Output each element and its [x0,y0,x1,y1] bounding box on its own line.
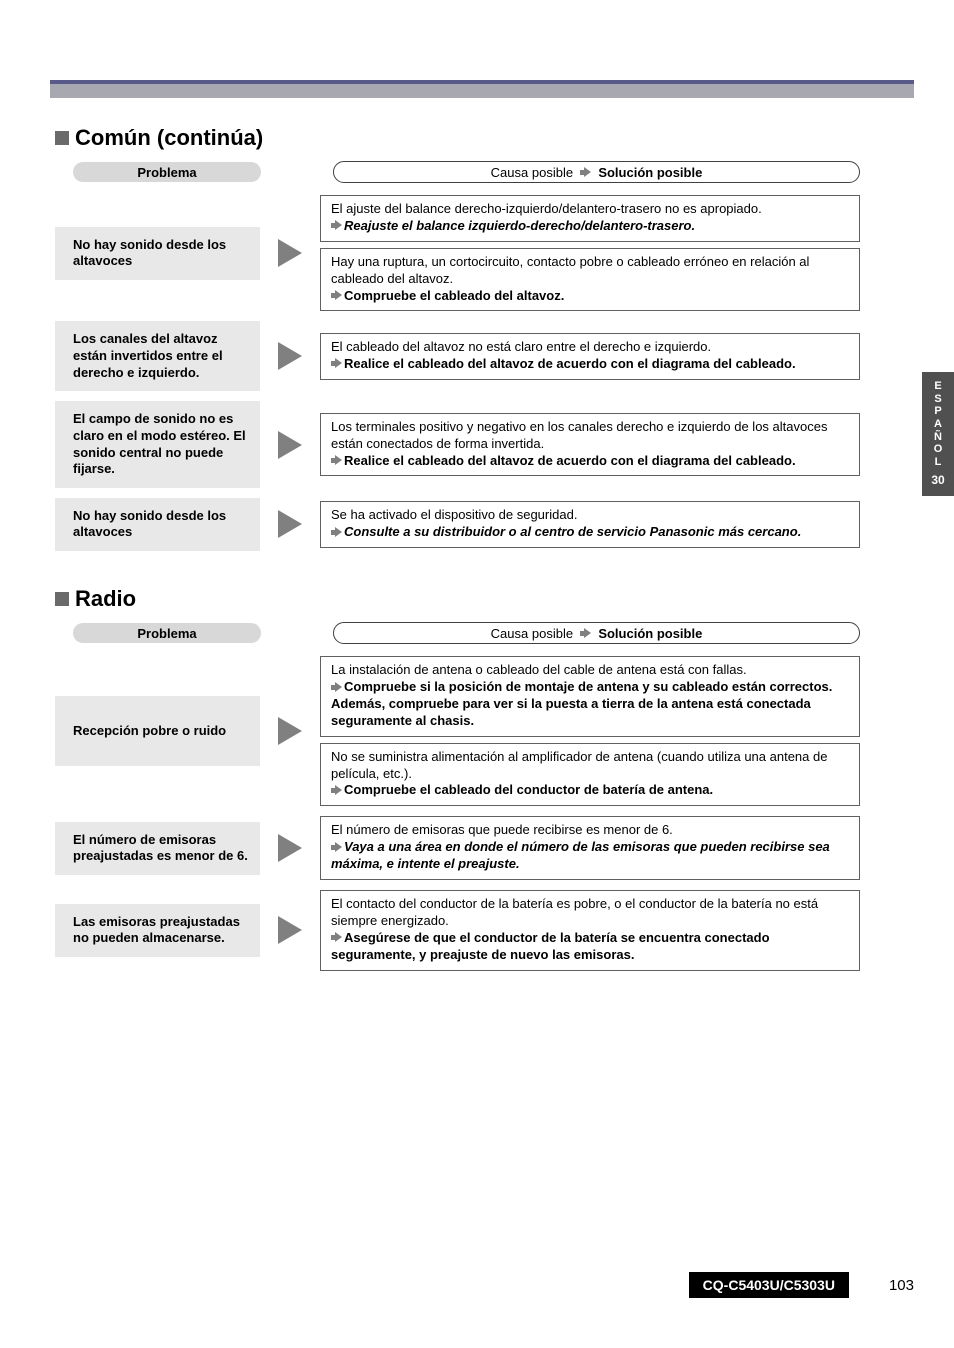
problem-text: Los canales del altavoz están invertidos… [73,331,248,381]
problem-box: Las emisoras preajustadas no pueden alma… [55,904,260,957]
solutions-group: Los terminales positivo y negativo en lo… [320,413,860,477]
solution-box: No se suministra alimentación al amplifi… [320,743,860,807]
problem-text: No hay sonido desde los altavoces [73,237,248,270]
cause-text: El contacto del conductor de la batería … [331,896,818,928]
column-headers: Problema Causa posible Solución posible [55,622,860,644]
section-title: Radio [75,586,136,612]
side-page-number: 30 [922,474,954,488]
arrow-right-icon [331,359,343,369]
solutions-group: El contacto del conductor de la batería … [320,890,860,971]
solution-box: El número de emisoras que puede recibirs… [320,816,860,880]
top-gray-bar [50,84,914,98]
cause-text: El ajuste del balance derecho-izquierdo/… [331,201,762,216]
causa-label: Causa posible [491,626,573,641]
solutions-group: El número de emisoras que puede recibirs… [320,816,860,880]
problem-box: El número de emisoras preajustadas es me… [55,822,260,875]
solutions-group: El ajuste del balance derecho-izquierdo/… [320,195,860,311]
problem-box: No hay sonido desde los altavoces [55,498,260,551]
arrow-right-icon [331,221,343,231]
problem-text: No hay sonido desde los altavoces [73,508,248,541]
triangle-icon [260,510,320,538]
cause-text: Hay una ruptura, un cortocircuito, conta… [331,254,809,286]
section-marker-icon [55,592,69,606]
problem-box: Recepción pobre o ruido [55,696,260,766]
triangle-icon [260,239,320,267]
triangle-icon [260,717,320,745]
solution-text: Realice el cableado del altavoz de acuer… [344,356,796,371]
trouble-row: El número de emisoras preajustadas es me… [55,816,860,880]
solutions-group: El cableado del altavoz no está claro en… [320,333,860,380]
trouble-row: Los canales del altavoz están invertidos… [55,321,860,391]
trouble-row: Las emisoras preajustadas no pueden alma… [55,890,860,971]
solution-text: Realice el cableado del altavoz de acuer… [344,453,796,468]
problem-box: No hay sonido desde los altavoces [55,227,260,280]
solution-box: El contacto del conductor de la batería … [320,890,860,971]
side-language-tab: ESPAÑOL 30 [922,372,954,496]
triangle-icon [260,834,320,862]
triangle-icon [260,916,320,944]
cause-text: El cableado del altavoz no está claro en… [331,339,711,354]
solution-text: Compruebe el cableado del conductor de b… [344,782,713,797]
solution-box: El cableado del altavoz no está claro en… [320,333,860,380]
main-content: Común (continúa) Problema Causa posible … [55,115,860,981]
arrow-right-icon [331,843,343,853]
arrow-right-icon [331,528,343,538]
solution-text: Compruebe si la posición de montaje de a… [331,679,832,728]
problem-text: El campo de sonido no es claro en el mod… [73,411,248,478]
problem-box: El campo de sonido no es claro en el mod… [55,401,260,488]
trouble-row: Recepción pobre o ruido La instalación d… [55,656,860,806]
section-title: Común (continúa) [75,125,263,151]
solution-text: Consulte a su distribuidor o al centro d… [344,524,801,539]
solution-box: La instalación de antena o cableado del … [320,656,860,737]
solucion-label: Solución posible [598,626,702,641]
problem-text: El número de emisoras preajustadas es me… [73,832,248,865]
solution-text: Compruebe el cableado del altavoz. [344,288,564,303]
cause-text: No se suministra alimentación al amplifi… [331,749,827,781]
solution-text: Asegúrese de que el conductor de la bate… [331,930,770,962]
cause-text: Se ha activado el dispositivo de segurid… [331,507,577,522]
column-headers: Problema Causa posible Solución posible [55,161,860,183]
trouble-row: No hay sonido desde los altavoces El aju… [55,195,860,311]
section-header-comun: Común (continúa) [55,125,860,151]
solution-text: Reajuste el balance izquierdo-derecho/de… [344,218,695,233]
solutions-group: La instalación de antena o cableado del … [320,656,860,806]
cause-text: El número de emisoras que puede recibirs… [331,822,673,837]
problema-header: Problema [73,162,261,182]
solutions-group: Se ha activado el dispositivo de segurid… [320,501,860,548]
problema-header: Problema [73,623,261,643]
solution-box: Los terminales positivo y negativo en lo… [320,413,860,477]
solution-box: Se ha activado el dispositivo de segurid… [320,501,860,548]
arrow-right-icon [331,291,343,301]
page-number: 103 [889,1277,914,1294]
footer: CQ-C5403U/C5303U 103 [0,1272,914,1298]
problem-box: Los canales del altavoz están invertidos… [55,321,260,391]
cause-text: La instalación de antena o cableado del … [331,662,747,677]
arrow-right-icon [331,786,343,796]
solucion-label: Solución posible [598,165,702,180]
triangle-icon [260,431,320,459]
arrow-right-icon [580,629,592,638]
trouble-row: El campo de sonido no es claro en el mod… [55,401,860,488]
problem-text: Las emisoras preajustadas no pueden alma… [73,914,248,947]
model-number: CQ-C5403U/C5303U [689,1272,849,1298]
arrow-right-icon [331,933,343,943]
section-header-radio: Radio [55,586,860,612]
causa-label: Causa posible [491,165,573,180]
problem-text: Recepción pobre o ruido [73,723,226,740]
side-lang-letters: ESPAÑOL [922,380,954,468]
causa-header: Causa posible Solución posible [333,622,860,644]
solution-text: Vaya a una área en donde el número de la… [331,839,830,871]
arrow-right-icon [331,683,343,693]
triangle-icon [260,342,320,370]
trouble-row: No hay sonido desde los altavoces Se ha … [55,498,860,551]
solution-box: El ajuste del balance derecho-izquierdo/… [320,195,860,242]
causa-header: Causa posible Solución posible [333,161,860,183]
cause-text: Los terminales positivo y negativo en lo… [331,419,827,451]
solution-box: Hay una ruptura, un cortocircuito, conta… [320,248,860,312]
arrow-right-icon [331,456,343,466]
arrow-right-icon [580,168,592,177]
section-marker-icon [55,131,69,145]
